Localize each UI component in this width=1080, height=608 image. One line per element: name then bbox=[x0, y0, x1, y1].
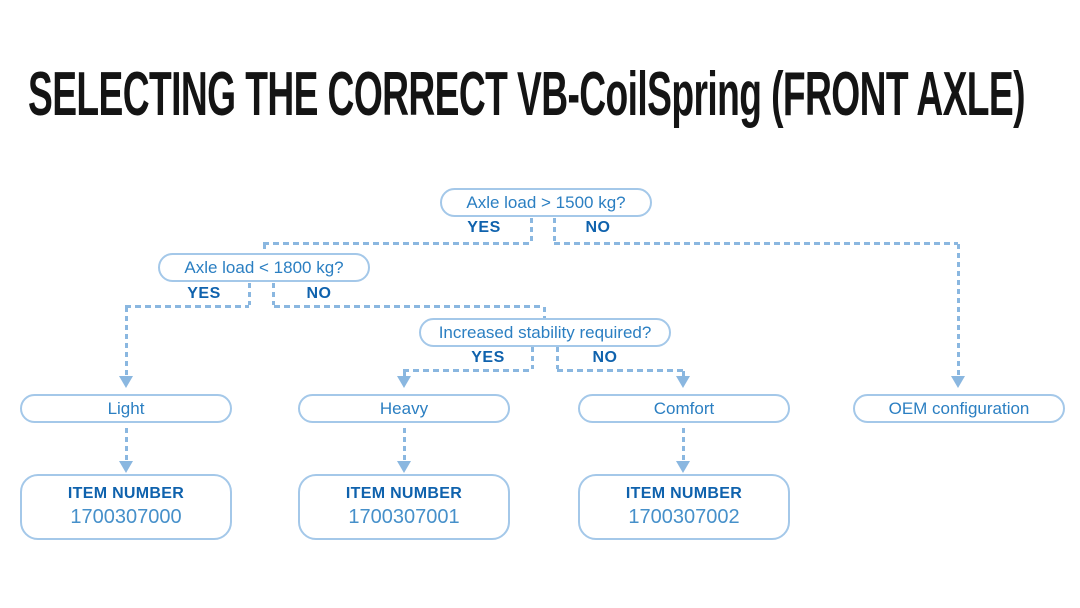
connector-line bbox=[263, 242, 531, 245]
no-branch-label: NO bbox=[592, 349, 618, 366]
decision-question: Increased stability required? bbox=[438, 322, 652, 342]
connector-line bbox=[125, 305, 249, 308]
yes-branch-label: YES bbox=[187, 285, 221, 302]
result-comfort: Comfort bbox=[578, 394, 790, 423]
no-branch-label: NO bbox=[585, 219, 611, 236]
arrow-down-icon bbox=[119, 461, 133, 473]
arrow-down-icon bbox=[119, 376, 133, 388]
result-oem-configuration: OEM configuration bbox=[853, 394, 1065, 423]
result-label: Light bbox=[107, 398, 145, 418]
arrow-down-icon bbox=[951, 376, 965, 388]
result-label: OEM configuration bbox=[888, 398, 1030, 418]
item-number-value: 1700307000 bbox=[70, 506, 182, 528]
result-label: Heavy bbox=[379, 398, 429, 418]
arrow-down-icon bbox=[676, 376, 690, 388]
connector-line bbox=[557, 369, 684, 372]
connector-line bbox=[272, 283, 275, 305]
no-branch-label: NO bbox=[306, 285, 332, 302]
connector-line bbox=[556, 347, 559, 369]
connector-line bbox=[682, 428, 685, 461]
connector-line bbox=[531, 347, 534, 369]
item-number-value: 1700307001 bbox=[348, 506, 460, 528]
result-light: Light bbox=[20, 394, 232, 423]
result-label: Comfort bbox=[653, 398, 715, 418]
connector-line bbox=[263, 244, 266, 253]
connector-line bbox=[125, 307, 128, 376]
decision-axle-load-over-1500: Axle load > 1500 kg? bbox=[440, 188, 652, 217]
connector-line bbox=[125, 428, 128, 461]
arrow-down-icon bbox=[397, 376, 411, 388]
yes-branch-label: YES bbox=[467, 219, 501, 236]
decision-question: Axle load < 1800 kg? bbox=[184, 257, 344, 277]
page-title: SELECTING THE CORRECT VB-CoilSpring (FRO… bbox=[28, 60, 1026, 129]
item-number-box-heavy: ITEM NUMBER 1700307001 bbox=[298, 474, 510, 540]
connector-line bbox=[403, 369, 533, 372]
arrow-down-icon bbox=[397, 461, 411, 473]
connector-line bbox=[543, 307, 546, 318]
result-heavy: Heavy bbox=[298, 394, 510, 423]
item-number-box-light: ITEM NUMBER 1700307000 bbox=[20, 474, 232, 540]
connector-line bbox=[403, 428, 406, 461]
connector-line bbox=[403, 371, 406, 377]
item-number-heading: ITEM NUMBER bbox=[67, 485, 185, 502]
connector-line bbox=[248, 283, 251, 305]
item-number-heading: ITEM NUMBER bbox=[345, 485, 463, 502]
connector-line bbox=[553, 218, 556, 242]
connector-line bbox=[530, 218, 533, 242]
arrow-down-icon bbox=[676, 461, 690, 473]
item-number-value: 1700307002 bbox=[628, 506, 740, 528]
item-number-heading: ITEM NUMBER bbox=[625, 485, 743, 502]
yes-branch-label: YES bbox=[471, 349, 505, 366]
decision-question: Axle load > 1500 kg? bbox=[466, 192, 626, 212]
connector-line bbox=[554, 242, 958, 245]
connector-line bbox=[274, 305, 544, 308]
item-number-box-comfort: ITEM NUMBER 1700307002 bbox=[578, 474, 790, 540]
connector-line bbox=[682, 371, 685, 377]
connector-line bbox=[957, 244, 960, 376]
decision-axle-load-under-1800: Axle load < 1800 kg? bbox=[158, 253, 370, 282]
decision-increased-stability: Increased stability required? bbox=[419, 318, 671, 347]
